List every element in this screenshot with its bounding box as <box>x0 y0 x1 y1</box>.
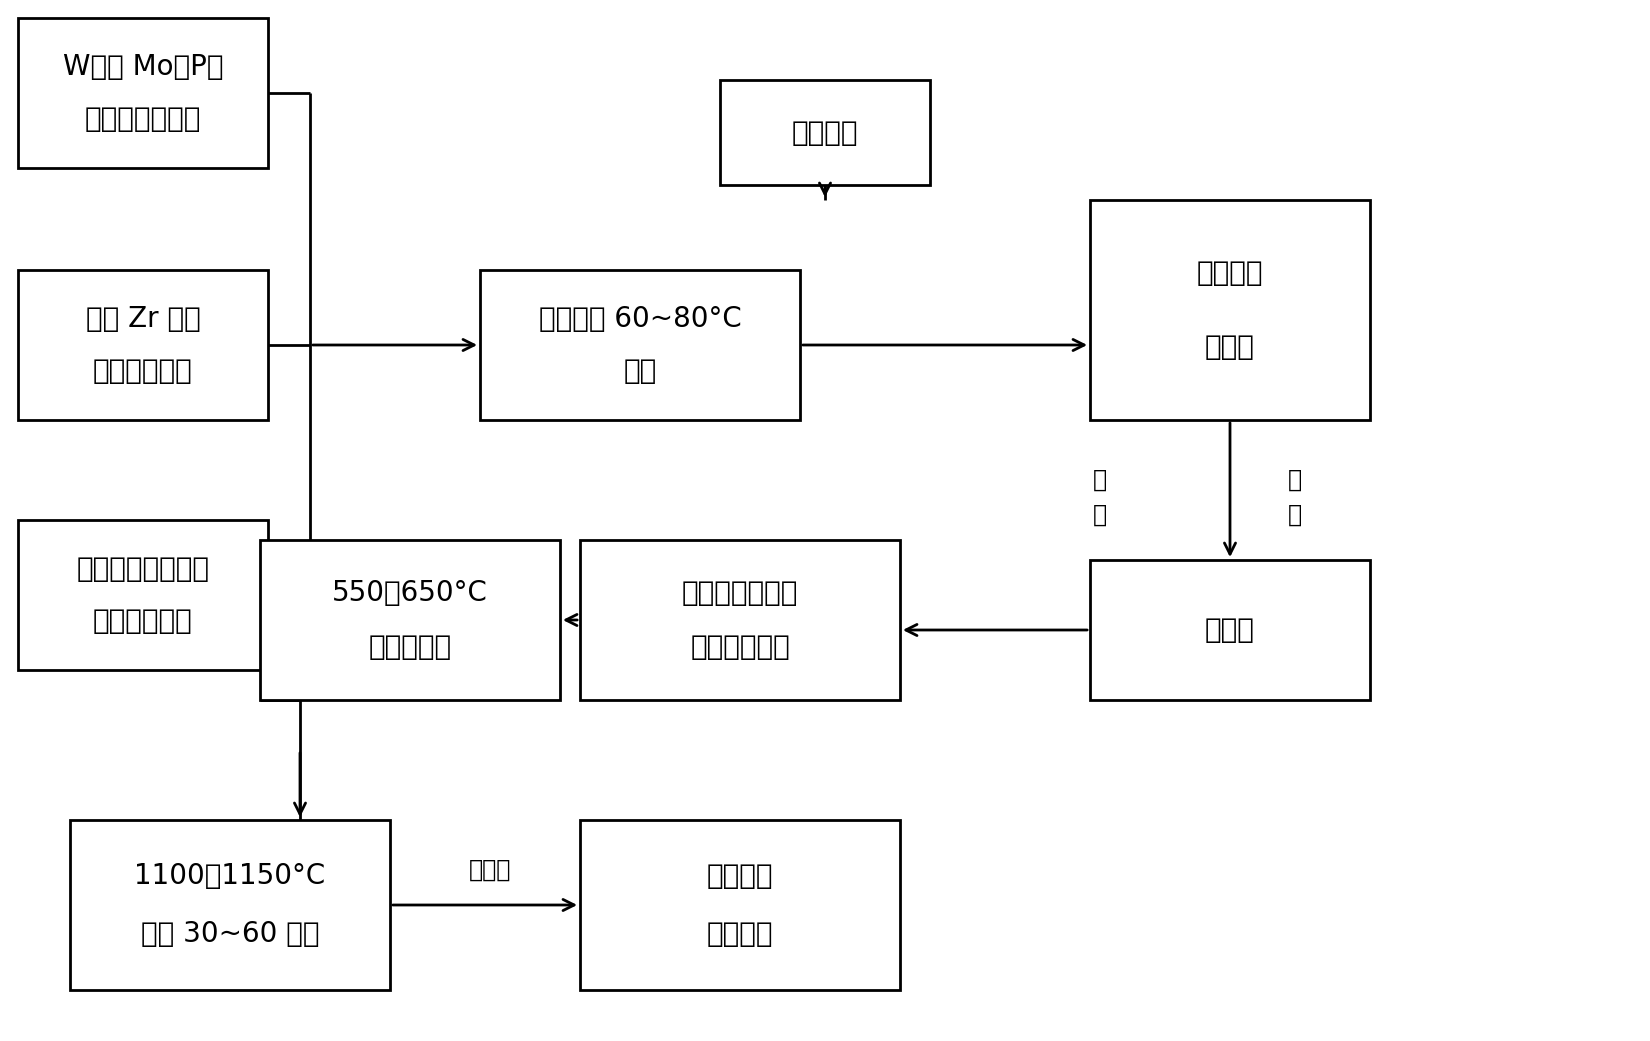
Text: 涤: 涤 <box>1092 503 1107 527</box>
Bar <box>719 80 931 185</box>
Text: 沉淠物: 沉淠物 <box>1204 333 1256 361</box>
Text: 无机盐水溶液: 无机盐水溶液 <box>92 607 193 635</box>
Bar <box>18 18 267 168</box>
Text: 乙酸溶液: 乙酸溶液 <box>792 119 858 147</box>
Text: 湿凝胶: 湿凝胶 <box>1204 616 1256 644</box>
Text: 致密化: 致密化 <box>469 858 512 882</box>
Bar <box>69 820 389 990</box>
Bar <box>261 540 559 700</box>
Text: W、及 Mo、P等: W、及 Mo、P等 <box>63 53 223 81</box>
Bar <box>1091 560 1370 700</box>
Text: 三价掺杂金属离子: 三价掺杂金属离子 <box>76 556 210 584</box>
Text: 洗: 洗 <box>1092 468 1107 492</box>
Bar <box>1091 200 1370 420</box>
Text: 无机盐水溶液: 无机盐水溶液 <box>92 356 193 384</box>
Text: 保温 30~60 分钟: 保温 30~60 分钟 <box>140 920 318 948</box>
Text: 脱: 脱 <box>1289 468 1302 492</box>
Text: 1100～1150°C: 1100～1150°C <box>134 862 325 890</box>
Text: 均匀胶状: 均匀胶状 <box>1196 258 1264 286</box>
Text: 陶瓷涂层: 陶瓷涂层 <box>706 920 774 948</box>
Text: 搅拌: 搅拌 <box>624 356 657 384</box>
Text: 氨络合物水溶液: 氨络合物水溶液 <box>84 104 201 132</box>
Bar <box>18 520 267 670</box>
Bar <box>18 270 267 420</box>
Bar <box>480 270 800 420</box>
Text: 四价 Zr 离子: 四价 Zr 离子 <box>86 305 200 333</box>
Text: 水浴加热 60~80°C: 水浴加热 60~80°C <box>538 305 741 333</box>
Text: 致密微晶: 致密微晶 <box>706 862 774 890</box>
Text: 在薄石英玻璃基: 在薄石英玻璃基 <box>681 579 799 607</box>
Text: 550～650°C: 550～650°C <box>332 579 488 607</box>
Text: 片上甮胶涂覆: 片上甮胶涂覆 <box>690 633 790 661</box>
Bar <box>581 540 899 700</box>
Text: 水: 水 <box>1289 503 1302 527</box>
Bar <box>581 820 899 990</box>
Text: 快速热处理: 快速热处理 <box>368 633 452 661</box>
